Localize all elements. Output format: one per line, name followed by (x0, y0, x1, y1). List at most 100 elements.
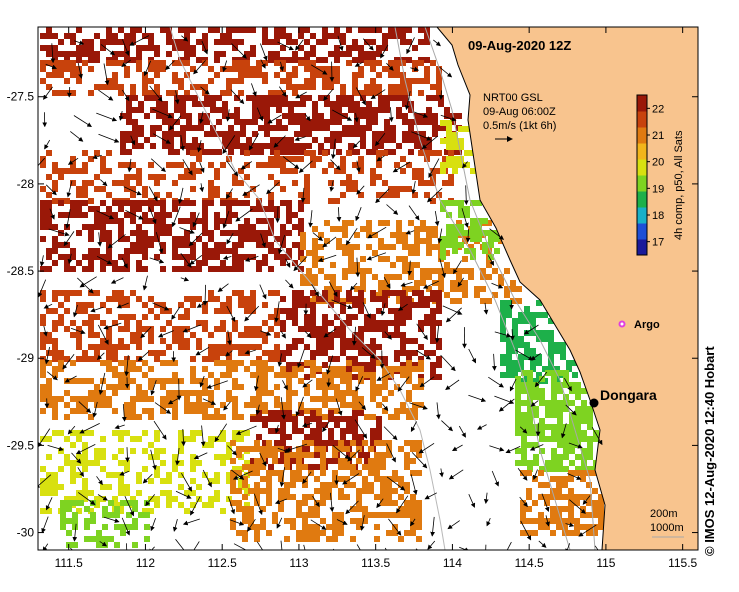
sst-pixel (40, 490, 46, 496)
current-arrow (498, 398, 515, 412)
sst-pixel (370, 440, 376, 446)
sst-pixel (580, 494, 586, 500)
sst-pixel (202, 308, 208, 314)
sst-pixel (418, 366, 424, 372)
sst-pixel (384, 107, 390, 113)
sst-pixel (100, 186, 106, 192)
sst-pixel (494, 248, 500, 254)
sst-pixel (358, 452, 364, 458)
sst-pixel (350, 518, 356, 524)
current-arrow (199, 375, 205, 388)
sst-pixel (334, 416, 340, 422)
sst-pixel (532, 500, 538, 506)
sst-pixel (234, 113, 240, 119)
sst-pixel (232, 45, 238, 51)
sst-pixel (364, 326, 370, 332)
sst-pixel (418, 326, 424, 332)
sst-pixel (280, 452, 286, 458)
sst-pixel (252, 107, 258, 113)
sst-pixel (256, 60, 262, 66)
sst-pixel (202, 218, 208, 224)
sst-pixel (58, 350, 64, 356)
current-arrow (73, 115, 92, 128)
sst-pixel (304, 51, 310, 57)
sst-pixel (232, 180, 238, 186)
sst-pixel (358, 296, 364, 302)
sst-pixel (46, 350, 52, 356)
sst-pixel (272, 512, 278, 518)
sst-pixel (440, 200, 446, 206)
current-arrow (228, 496, 236, 515)
current-arrow (267, 114, 282, 124)
sst-pixel (172, 390, 178, 396)
sst-pixel (274, 39, 280, 45)
sst-pixel (533, 454, 539, 460)
sst-pixel (330, 226, 336, 232)
sst-pixel (190, 490, 196, 496)
sst-pixel (382, 290, 388, 296)
sst-pixel (256, 384, 262, 390)
sst-pixel (400, 84, 406, 90)
sst-pixel (108, 536, 114, 542)
sst-pixel (518, 360, 524, 366)
sst-pixel (322, 320, 328, 326)
sst-pixel (46, 308, 52, 314)
sst-pixel (88, 51, 94, 57)
sst-pixel (572, 360, 578, 366)
sst-pixel (551, 436, 557, 442)
sst-pixel (394, 356, 400, 362)
current-arrow (199, 162, 205, 173)
current-arrow (355, 257, 361, 278)
current-arrow (582, 495, 591, 505)
sst-pixel (356, 458, 362, 464)
sst-pixel (436, 374, 442, 380)
sst-pixel (88, 198, 94, 204)
sst-pixel (334, 66, 340, 72)
sst-pixel (196, 402, 202, 408)
sst-pixel (394, 192, 400, 198)
sst-pixel (382, 378, 388, 384)
sst-pixel (280, 308, 286, 314)
sst-pixel (346, 314, 352, 320)
sst-pixel (314, 506, 320, 512)
sst-pixel (550, 530, 556, 536)
sst-pixel (234, 131, 240, 137)
sst-pixel (290, 518, 296, 524)
sst-pixel (172, 72, 178, 78)
sst-pixel (410, 500, 416, 506)
sst-pixel (264, 95, 270, 101)
current-arrow (63, 231, 75, 247)
sst-pixel (202, 366, 208, 372)
sst-pixel (202, 378, 208, 384)
sst-pixel (324, 274, 330, 280)
sst-pixel (226, 200, 232, 206)
sst-pixel (575, 466, 581, 472)
sst-pixel (587, 424, 593, 430)
current-arrow (260, 330, 272, 336)
sst-pixel (338, 512, 344, 518)
sst-pixel (280, 254, 286, 260)
sst-pixel (76, 57, 82, 63)
sst-pixel (280, 350, 286, 356)
sst-pixel (374, 452, 380, 458)
sst-pixel (394, 162, 400, 168)
sst-pixel (458, 162, 464, 168)
sst-pixel (312, 250, 318, 256)
sst-pixel (551, 376, 557, 382)
sst-pixel (322, 290, 328, 296)
sst-pixel (554, 366, 560, 372)
sst-pixel (52, 366, 58, 372)
sst-pixel (304, 314, 310, 320)
sst-pixel (430, 374, 436, 380)
sst-pixel (292, 180, 298, 186)
sst-pixel (418, 320, 424, 326)
sst-pixel (172, 414, 178, 420)
sst-pixel (382, 356, 388, 362)
sst-pixel (154, 436, 160, 442)
sst-pixel (346, 45, 352, 51)
sst-pixel (112, 408, 118, 414)
sst-pixel (248, 506, 254, 512)
sst-pixel (52, 402, 58, 408)
sst-pixel (586, 524, 592, 530)
sst-pixel (196, 39, 202, 45)
